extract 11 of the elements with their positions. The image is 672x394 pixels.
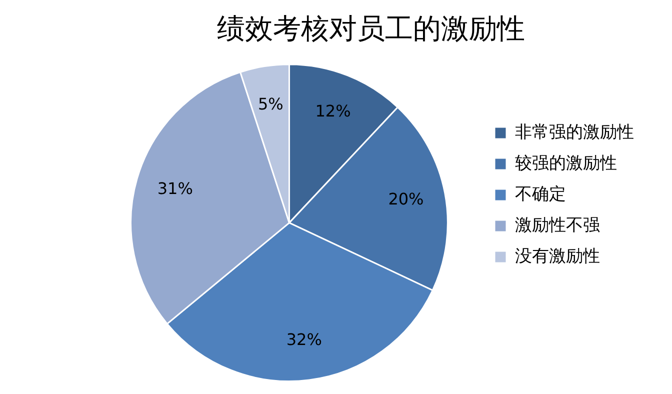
legend-label: 不确定 <box>515 184 566 204</box>
legend-label: 没有激励性 <box>515 246 600 266</box>
chart-title: 绩效考核对员工的激励性 <box>217 12 525 46</box>
legend-label: 激励性不强 <box>515 215 600 236</box>
legend-label: 较强的激励性 <box>515 153 617 174</box>
data-label: 31% <box>157 178 193 198</box>
data-label: 5% <box>258 94 284 114</box>
legend-label: 非常强的激励性 <box>515 122 634 142</box>
data-label: 20% <box>388 190 424 209</box>
data-label: 12% <box>315 101 351 120</box>
data-label: 32% <box>286 330 322 349</box>
